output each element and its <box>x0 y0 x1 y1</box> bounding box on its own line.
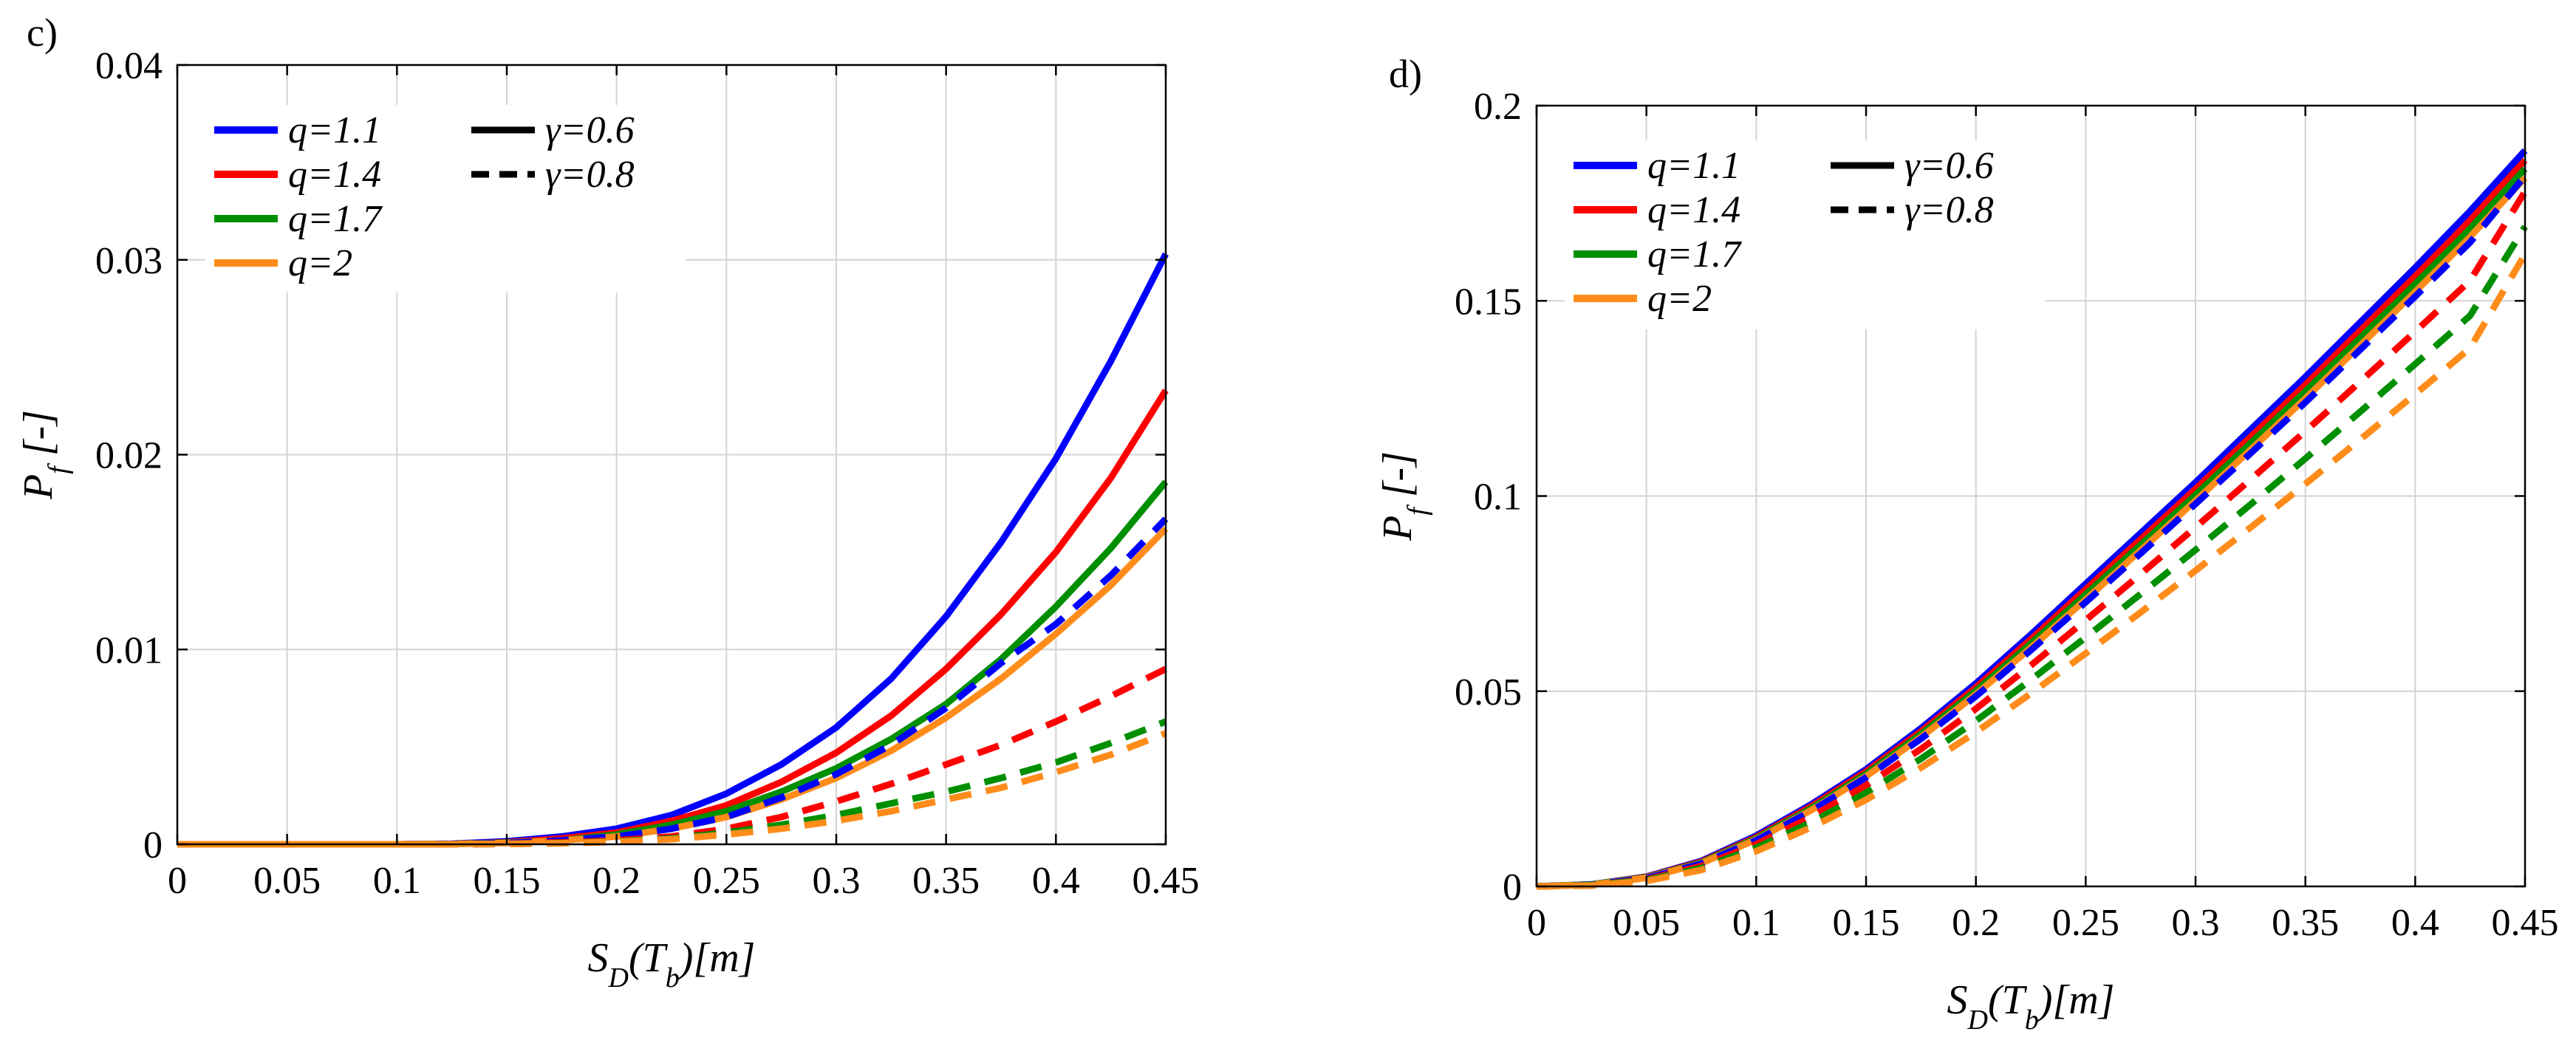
legend-box <box>205 105 686 293</box>
legend-style-label: γ=0.6 <box>1904 145 1994 187</box>
x-tick-label: 0.05 <box>253 860 321 902</box>
legend-label: q=1.4 <box>288 154 381 196</box>
x-tick-label: 0.15 <box>1833 902 1900 944</box>
panel-label: c) <box>27 10 58 55</box>
y-tick-label: 0 <box>1503 866 1522 909</box>
legend-box <box>1565 140 2045 329</box>
x-tick-label: 0.35 <box>912 860 980 902</box>
y-tick-label: 0.02 <box>95 435 163 477</box>
x-tick-label: 0.4 <box>1032 860 1080 902</box>
legend-label: q=1.1 <box>1647 145 1740 187</box>
legend-label: q=2 <box>288 242 352 284</box>
x-tick-label: 0.2 <box>1952 902 2000 944</box>
x-axis-label: SD(Tb)[m] <box>588 935 756 994</box>
y-tick-label: 0.01 <box>95 629 163 671</box>
legend-label: q=1.4 <box>1647 189 1740 231</box>
x-tick-label: 0.45 <box>2492 902 2559 944</box>
y-axis-label: Pf [-] <box>1375 451 1433 541</box>
x-tick-label: 0.3 <box>2172 902 2220 944</box>
legend: q=1.1q=1.4q=1.7q=2 γ=0.6γ=0.8 <box>1565 140 2045 329</box>
x-tick-label: 0.4 <box>2391 902 2439 944</box>
chart-panel-c: 0 0.05 0.1 0.15 0.2 0.25 0.3 0.35 0.4 0.45 0 0.01 0.… <box>16 10 1200 994</box>
legend-label: q=1.7 <box>288 198 383 240</box>
x-tick-label: 0.1 <box>373 860 421 902</box>
y-axis-label: Pf [-] <box>16 410 74 500</box>
y-tick-label: 0.03 <box>95 240 163 282</box>
x-tick-label: 0.15 <box>474 860 541 902</box>
x-tick-label: 0.1 <box>1732 902 1780 944</box>
x-tick-label: 0.45 <box>1132 860 1200 902</box>
x-axis-label: SD(Tb)[m] <box>1947 977 2115 1036</box>
x-tick-label: 0 <box>168 860 187 902</box>
x-tick-label: 0.3 <box>813 860 861 902</box>
y-tick-label: 0 <box>143 824 163 866</box>
x-tick-label: 0.25 <box>2052 902 2119 944</box>
chart-panel-d: 0 0.05 0.1 0.15 0.2 0.25 0.3 0.35 0.4 0.45 0 0.05 0.… <box>1375 52 2559 1036</box>
legend-label: q=1.7 <box>1647 233 1742 276</box>
x-tick-label: 0 <box>1527 902 1546 944</box>
legend-style-label: γ=0.8 <box>545 154 635 196</box>
legend-label: q=2 <box>1647 278 1712 320</box>
x-tick-label: 0.05 <box>1613 902 1680 944</box>
legend-label: q=1.1 <box>288 109 381 151</box>
y-tick-label: 0.1 <box>1474 476 1522 519</box>
y-tick-label: 0.2 <box>1474 86 1522 128</box>
y-tick-label: 0.04 <box>95 45 163 87</box>
y-tick-label: 0.05 <box>1455 671 1522 714</box>
legend: q=1.1q=1.4q=1.7q=2 γ=0.6γ=0.8 <box>205 105 686 293</box>
y-tick-label: 0.15 <box>1455 281 1522 323</box>
x-tick-label: 0.2 <box>592 860 640 902</box>
x-tick-label: 0.25 <box>693 860 760 902</box>
series-line-dashed-7 <box>1536 252 2528 890</box>
panel-label: d) <box>1389 52 1422 96</box>
x-tick-label: 0.35 <box>2272 902 2339 944</box>
legend-style-label: γ=0.8 <box>1904 189 1994 231</box>
legend-style-label: γ=0.6 <box>545 109 635 151</box>
